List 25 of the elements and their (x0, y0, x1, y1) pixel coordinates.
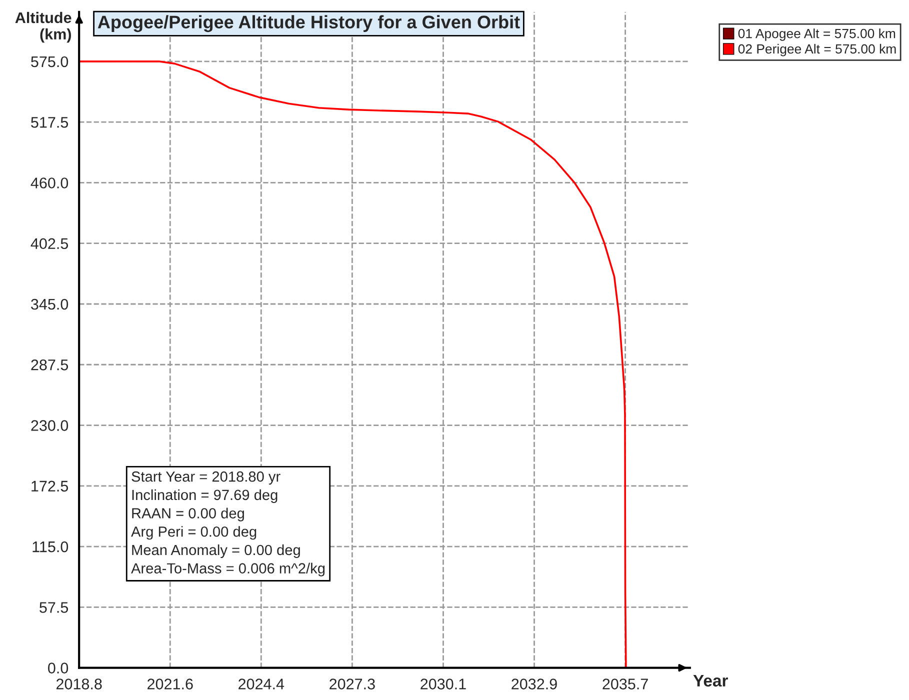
chart-title: Apogee/Perigee Altitude History for a Given Orbit (98, 15, 520, 32)
y-tick-label: 230.0 (31, 420, 68, 431)
y-axis-title: Altitude (km) (15, 12, 72, 43)
y-tick-label: 115.0 (32, 541, 68, 552)
x-axis-title: Year (693, 674, 728, 687)
y-tick-label: 57.5 (40, 602, 68, 613)
y-tick-label: 402.5 (30, 238, 68, 250)
legend-label: 02 Perigee Alt = 575.00 km (738, 44, 896, 56)
x-tick-label: 2018.8 (56, 678, 102, 690)
x-tick-label: 2027.3 (330, 678, 375, 690)
y-tick-label: 575.0 (31, 56, 68, 68)
y-tick-label: 345.0 (31, 298, 68, 310)
x-tick-label: 2032.9 (512, 678, 557, 690)
y-tick-label: 287.5 (31, 360, 68, 370)
y-tick-label: 460.0 (30, 178, 68, 188)
annotation: Start Year = 2018.80 yr Inclination = 97.69 deg RAAN = 0.00 deg Arg Peri = 0.00 deg Mean Anomaly = 0.00 deg Area-To-Mass = 0.006 m^2/kg (131, 471, 325, 576)
x-tick-label: 2035.7 (602, 678, 648, 690)
y-tick-label: 517.5 (31, 117, 68, 128)
x-tick-label: 2024.4 (238, 678, 284, 690)
y-tick-label: 172.5 (32, 480, 68, 492)
line-series (79, 60, 627, 668)
x-tick-label: 2030.1 (420, 678, 466, 690)
x-tick-label: 2021.6 (148, 678, 193, 690)
legend-label: 01 Apogee Alt = 575.00 km (738, 28, 896, 41)
y-tick-label: 0.0 (48, 662, 68, 674)
